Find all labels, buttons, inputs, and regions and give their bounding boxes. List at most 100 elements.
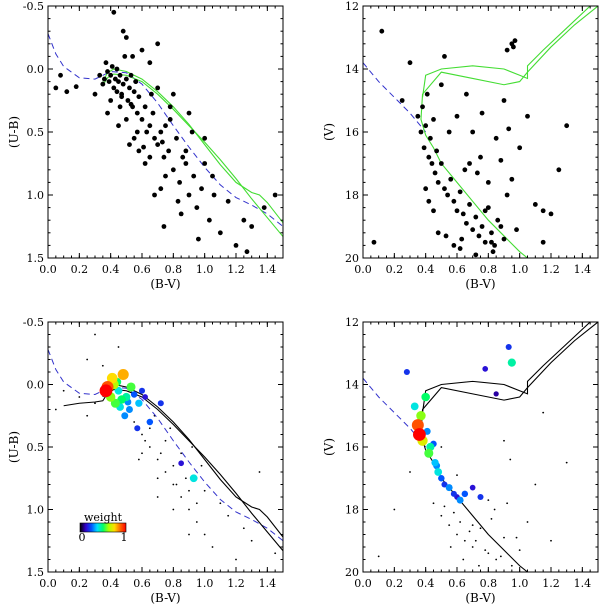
weighted-point: [469, 484, 476, 491]
background-point: [377, 555, 380, 558]
data-point: [225, 198, 231, 204]
data-point: [123, 35, 129, 40]
data-point: [117, 104, 123, 110]
background-point: [148, 446, 151, 448]
data-point: [139, 47, 145, 53]
panel-top-right: 0.0 0.2 0.4 0.6 0.8 1.0 1.2 1.4 12 14 16 18 20 (B-V) (…: [322, 0, 599, 291]
data-point: [442, 54, 447, 59]
data-point: [128, 72, 134, 78]
y-tick-label: 1.0: [27, 189, 45, 202]
y-tick-label: 14: [345, 379, 359, 392]
data-point: [423, 123, 429, 129]
data-point: [183, 161, 189, 166]
data-point: [426, 198, 432, 204]
data-point: [478, 154, 483, 160]
data-point: [506, 126, 512, 132]
data-point: [514, 227, 519, 233]
background-point: [195, 521, 198, 523]
x-axis-label: (B-V): [150, 591, 180, 605]
data-point: [495, 217, 501, 223]
data-point: [202, 135, 208, 141]
data-point: [180, 154, 186, 160]
data-point: [134, 129, 140, 135]
data-point: [120, 81, 126, 87]
background-point: [172, 508, 175, 511]
y-tick-label: 0.5: [27, 126, 45, 139]
data-point: [127, 85, 132, 91]
data-point: [114, 89, 120, 95]
background-point: [200, 464, 203, 467]
background-point: [250, 539, 253, 542]
data-point: [131, 89, 137, 95]
reference-line: [48, 33, 283, 227]
data-point: [233, 243, 239, 248]
data-point: [261, 205, 267, 211]
data-point: [454, 113, 460, 119]
data-point: [159, 139, 165, 145]
data-point: [474, 170, 480, 176]
data-point: [464, 91, 469, 97]
data-point: [459, 236, 465, 242]
data-point: [462, 167, 468, 173]
background-point: [164, 439, 167, 442]
data-point: [177, 180, 183, 185]
background-point: [144, 439, 147, 442]
weighted-point: [493, 391, 499, 397]
data-point: [448, 176, 454, 182]
legend-title: weight: [84, 511, 123, 524]
background-point: [565, 461, 568, 464]
data-point: [166, 148, 172, 154]
background-point: [219, 502, 222, 505]
data-point: [142, 104, 148, 110]
x-tick-label: 0.6: [448, 577, 466, 590]
x-tick-label: 1.4: [259, 263, 277, 276]
data-point: [116, 79, 121, 84]
weighted-point: [461, 490, 469, 498]
data-point: [489, 239, 494, 245]
x-tick-label: 1.4: [574, 577, 592, 590]
data-point: [158, 129, 164, 135]
plot-frame: [362, 321, 599, 573]
data-point: [485, 205, 491, 211]
data-point: [512, 38, 518, 44]
x-tick-label: 0.2: [386, 263, 404, 276]
data-point: [196, 236, 201, 242]
data-point: [106, 79, 112, 84]
data-point: [144, 129, 150, 135]
data-point: [451, 243, 457, 248]
background-point: [203, 533, 206, 536]
data-point: [123, 117, 129, 122]
background-point: [550, 539, 552, 542]
data-point: [431, 208, 436, 214]
background-point: [117, 346, 120, 348]
data-point: [479, 224, 485, 229]
y-tick-label: -0.5: [23, 0, 44, 13]
background-point: [495, 558, 498, 561]
x-tick-label: 0.8: [165, 263, 183, 276]
weighted-point: [134, 425, 141, 432]
data-point: [142, 161, 148, 166]
data-point: [407, 60, 413, 66]
background-point: [456, 474, 458, 477]
background-point: [478, 564, 480, 567]
background-point: [487, 552, 490, 555]
data-point: [133, 79, 139, 84]
data-point: [421, 145, 427, 151]
data-point: [127, 142, 132, 148]
background-point: [509, 458, 512, 461]
data-point: [457, 189, 463, 195]
data-point: [199, 186, 204, 192]
data-point: [415, 113, 421, 119]
reference-line: [363, 62, 427, 133]
data-point: [175, 198, 181, 204]
data-point: [418, 129, 424, 135]
data-point: [479, 110, 485, 116]
data-point: [122, 54, 128, 59]
data-point: [183, 148, 189, 154]
data-point: [178, 211, 184, 217]
panel-top-left: 0.0 0.2 0.4 0.6 0.8 1.0 1.2 1.4 -0.5 0.0 0.5 1.0 1.5…: [7, 0, 284, 291]
y-tick-label: 12: [345, 0, 359, 13]
x-tick-label: 1.4: [574, 263, 592, 276]
background-point: [440, 514, 443, 517]
panel-bottom-right: 0.0 0.2 0.4 0.6 0.8 1.0 1.2 1.4 12 14 16 18 20 (B-V) (…: [322, 316, 599, 605]
